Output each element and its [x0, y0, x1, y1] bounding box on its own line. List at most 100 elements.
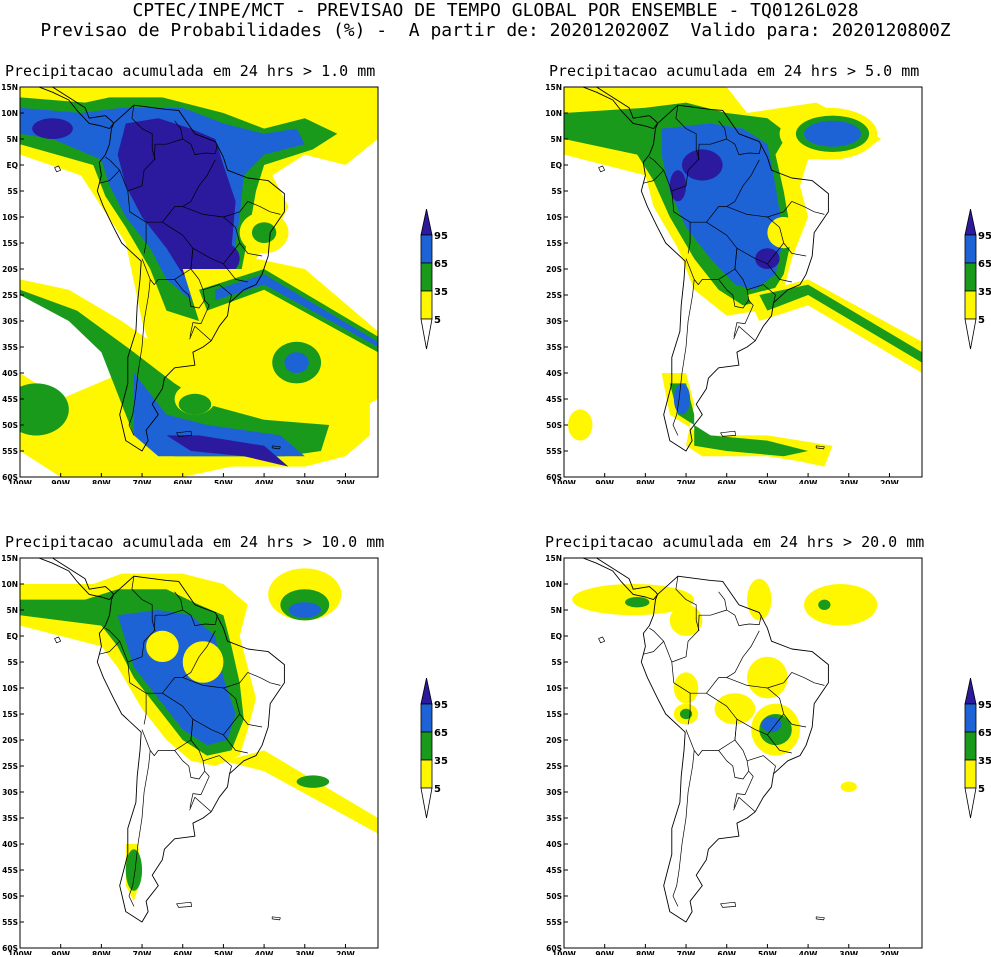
legend-bottom-arrow — [964, 787, 977, 819]
legend-swatch — [420, 262, 433, 292]
lat-tick-label: 10N — [545, 580, 562, 589]
prob-5-35-area — [840, 781, 857, 792]
lon-tick-label: 30W — [295, 950, 314, 955]
lat-tick-label: 55S — [546, 447, 562, 456]
prob-5-35-area — [146, 630, 179, 662]
country-border — [733, 796, 756, 813]
lat-tick-label: 15S — [546, 710, 562, 719]
lat-tick-label: 10S — [546, 684, 562, 693]
lon-tick-label: 60W — [717, 479, 736, 484]
legend-top-arrow — [420, 678, 433, 705]
island — [598, 165, 606, 173]
central-america-coast — [564, 87, 659, 130]
legend-swatch — [964, 759, 977, 789]
legend-level-label: 35 — [434, 756, 448, 767]
lat-tick-label: 5N — [551, 606, 563, 615]
country-border — [746, 755, 776, 774]
lat-tick-label: 20S — [2, 265, 18, 274]
central-america-coast — [20, 558, 115, 601]
lat-tick-label: 20S — [546, 736, 562, 745]
lon-tick-label: 70W — [133, 950, 152, 955]
precip-field — [564, 87, 922, 467]
legend-swatch — [964, 262, 977, 292]
prob-35-65-area — [251, 222, 277, 244]
lon-tick-label: 40W — [799, 950, 818, 955]
legend-swatch — [964, 731, 977, 761]
lon-tick-label: 90W — [595, 479, 614, 484]
prob-5-35-area — [747, 656, 788, 699]
prob-5-35-area — [747, 279, 922, 373]
legend-level-label: 65 — [978, 728, 991, 739]
legend-level-label: 95 — [434, 700, 448, 711]
prob-65-95-area — [761, 716, 782, 733]
panel-title-1: Precipitacao acumulada em 24 hrs > 1.0 m… — [5, 62, 376, 80]
lon-tick-label: 50W — [758, 950, 777, 955]
prob-35-65-area — [679, 708, 693, 720]
color-legend-1: 95 65 35 5 — [420, 209, 448, 350]
lon-tick-label: 20W — [336, 479, 355, 484]
country-border — [706, 630, 760, 694]
country-border — [649, 627, 673, 663]
color-legend-3: 95 65 35 5 — [420, 678, 448, 819]
coastlines — [564, 558, 829, 923]
country-border — [162, 630, 216, 694]
country-border — [767, 734, 792, 754]
lon-tick-label: 100W — [552, 950, 577, 955]
lat-tick-label: 5S — [7, 187, 18, 196]
island — [815, 445, 825, 450]
island — [720, 901, 737, 908]
legend-swatch — [420, 731, 433, 761]
country-border — [189, 325, 212, 342]
country-border — [733, 770, 754, 808]
lat-tick-label: 40S — [546, 369, 562, 378]
lat-tick-label: 15S — [2, 710, 18, 719]
island — [720, 430, 737, 437]
island — [271, 445, 281, 450]
country-border — [672, 279, 695, 436]
country-border — [239, 242, 263, 257]
precip-map-4: 15N 10N 5N EQ 5S 10S 15S 20S 25S 30S 35S 40S 45S 50S 5… — [545, 555, 923, 955]
legend-level-label: 5 — [978, 315, 985, 326]
precip-field — [20, 87, 378, 477]
lat-tick-label: 55S — [2, 918, 18, 927]
lon-tick-label: 50W — [214, 479, 233, 484]
lon-tick-label: 70W — [677, 950, 696, 955]
lon-tick-label: 50W — [214, 950, 233, 955]
country-border — [189, 796, 212, 813]
country-border — [182, 672, 249, 689]
prob-65-95-area — [804, 120, 861, 147]
prob-35-65-area — [818, 599, 831, 610]
lat-tick-label: 35S — [2, 814, 18, 823]
country-border — [726, 138, 762, 155]
country-border — [128, 279, 151, 436]
lon-tick-label: 90W — [595, 950, 614, 955]
prob-95-area — [207, 243, 240, 275]
coastlines — [564, 87, 829, 452]
lon-tick-label: 80W — [92, 950, 111, 955]
country-border — [182, 609, 218, 626]
lon-tick-label: 40W — [799, 479, 818, 484]
map-frame — [563, 557, 923, 949]
prob-95-area — [755, 248, 780, 269]
lat-tick-label: 5N — [7, 135, 19, 144]
country-border — [223, 734, 248, 754]
prob-95-area — [166, 435, 289, 467]
lat-tick-label: 10N — [1, 580, 18, 589]
lat-tick-label: 15S — [546, 239, 562, 248]
country-border — [127, 120, 184, 223]
lon-tick-label: 80W — [636, 479, 655, 484]
prob-5-35-area — [223, 750, 378, 834]
country-border — [131, 576, 156, 631]
legend-level-label: 65 — [434, 259, 448, 270]
lon-tick-label: 20W — [880, 479, 899, 484]
lon-tick-label: 20W — [336, 950, 355, 955]
lat-tick-label: 45S — [2, 395, 18, 404]
lon-tick-label: 70W — [133, 479, 152, 484]
lat-tick-label: 5S — [551, 187, 562, 196]
country-border — [726, 609, 762, 626]
prob-5-35-area — [673, 672, 699, 704]
south-america-coast — [96, 575, 285, 923]
prob-95-area — [669, 170, 687, 202]
lat-tick-label: 15S — [2, 239, 18, 248]
lat-tick-label: 25S — [546, 291, 562, 300]
